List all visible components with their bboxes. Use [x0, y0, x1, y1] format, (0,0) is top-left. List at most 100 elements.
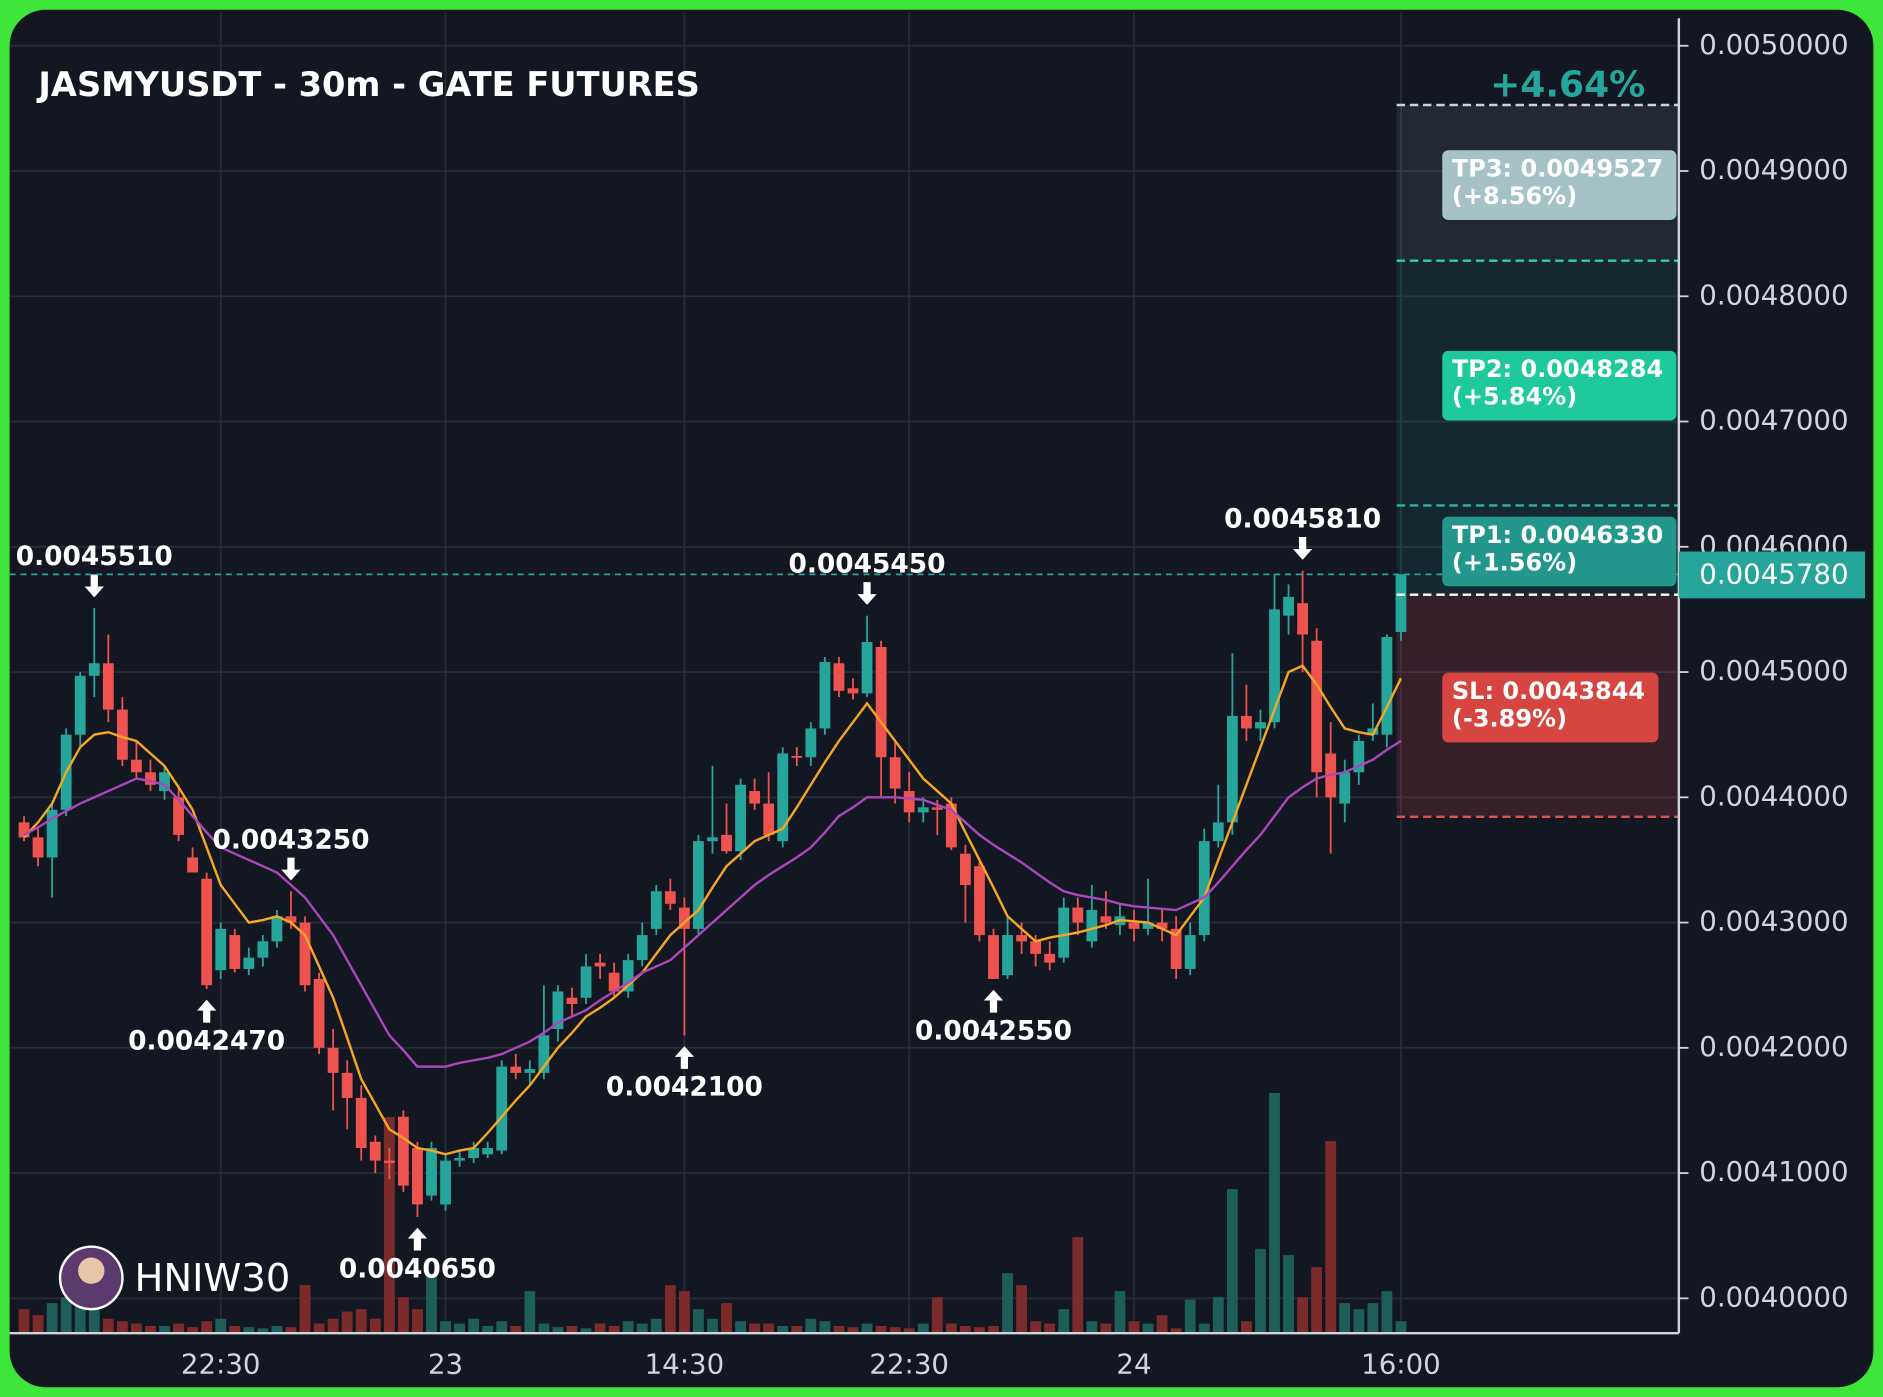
- candle-body: [693, 841, 704, 929]
- x-tick-label: 24: [1116, 1348, 1151, 1381]
- volume-bar: [1072, 1237, 1084, 1334]
- volume-bar: [482, 1325, 494, 1334]
- high-label: 0.0045510: [16, 541, 173, 572]
- x-tick-label: 16:00: [1361, 1348, 1441, 1381]
- candle-body: [622, 960, 634, 992]
- volume-bar: [636, 1323, 648, 1334]
- candle-body: [440, 1160, 451, 1205]
- y-tick-label: 0.0044000: [1699, 779, 1848, 812]
- low-label: 0.0042100: [606, 1072, 763, 1103]
- candle-body: [426, 1148, 437, 1196]
- high-arrow: [1293, 536, 1313, 560]
- candle-body: [749, 791, 761, 804]
- volume-bar: [173, 1323, 184, 1334]
- candle-body: [102, 663, 114, 710]
- candle-body: [173, 797, 184, 835]
- volume-bar: [1353, 1309, 1365, 1334]
- target-label: TP1: 0.0046330: [1452, 521, 1663, 549]
- candle-body: [959, 853, 971, 885]
- candle-body: [664, 891, 676, 904]
- volume-bar: [1339, 1303, 1351, 1334]
- volume-bar: [847, 1327, 859, 1334]
- candle-body: [229, 935, 241, 969]
- candle-body: [327, 1047, 339, 1073]
- volume-bar: [1002, 1273, 1013, 1334]
- target-change: (+5.84%): [1452, 383, 1577, 411]
- candle-body: [819, 662, 831, 729]
- high-arrow: [281, 857, 301, 881]
- candle-body: [341, 1072, 353, 1098]
- volume-bar: [285, 1327, 297, 1334]
- volume-bar: [959, 1325, 971, 1334]
- low-arrow: [983, 989, 1004, 1013]
- chart-title: JASMYUSDT - 30m - GATE FUTURES: [36, 65, 699, 104]
- volume-bar: [566, 1325, 578, 1334]
- candle-body: [945, 803, 957, 848]
- axes: 0.0040000 0.0041000 0.0042000 0.0043000 0.00…: [9, 18, 1865, 1381]
- volume-bar: [749, 1323, 761, 1334]
- low-label: 0.0042470: [128, 1025, 285, 1056]
- candle-body: [1044, 953, 1056, 963]
- candle-body: [159, 772, 170, 792]
- y-tick-label: 0.0040000: [1699, 1280, 1848, 1313]
- candle-body: [313, 978, 325, 1048]
- candle-body: [1283, 596, 1294, 616]
- volume-bar: [341, 1311, 353, 1334]
- candle-body: [1016, 935, 1028, 942]
- candle-body: [763, 803, 775, 835]
- y-tick-label: 0.0043000: [1699, 905, 1848, 938]
- candle-body: [735, 784, 746, 852]
- candle-body: [1002, 935, 1013, 976]
- high-arrow: [84, 574, 104, 598]
- volume-bar: [1044, 1323, 1056, 1334]
- volume-bar: [650, 1318, 662, 1334]
- volume-bar: [1170, 1328, 1182, 1334]
- volume-bar: [580, 1328, 592, 1334]
- volume-bar: [1381, 1291, 1393, 1334]
- candle-body: [1184, 935, 1196, 969]
- candle-body: [1241, 715, 1252, 729]
- candle-body: [32, 837, 44, 858]
- x-tick-label: 14:30: [645, 1348, 725, 1381]
- volume-bar: [594, 1323, 606, 1334]
- candle-body: [1212, 822, 1224, 842]
- candle-body: [974, 866, 985, 936]
- low-arrow: [674, 1046, 694, 1069]
- volume-bar: [1311, 1267, 1323, 1334]
- candle-body: [271, 916, 283, 942]
- volume-bar: [664, 1285, 676, 1334]
- volume-bar: [229, 1325, 241, 1334]
- candle-body: [1395, 574, 1407, 632]
- target-box: [1442, 350, 1677, 421]
- candle-body: [243, 957, 255, 969]
- candle-body: [1128, 922, 1140, 929]
- volume-bar: [1100, 1323, 1112, 1334]
- candle-body: [482, 1148, 494, 1155]
- volume-bar: [74, 1306, 86, 1334]
- volume-bar: [1156, 1315, 1168, 1334]
- candle-body: [791, 755, 803, 758]
- volume-bar: [159, 1325, 170, 1334]
- candle-body: [1100, 916, 1112, 923]
- volume-bar: [412, 1309, 423, 1334]
- candle-body: [524, 1069, 536, 1073]
- candle-body: [187, 857, 199, 873]
- low-label: 0.0042550: [915, 1015, 1072, 1046]
- volume-bar: [131, 1323, 142, 1334]
- candle-body: [861, 641, 873, 694]
- volume-bar: [974, 1327, 985, 1334]
- candle-body: [650, 891, 662, 929]
- watermark: HNIW30: [135, 1256, 291, 1301]
- high-label: 0.0045810: [1224, 504, 1381, 535]
- volume-bar: [1395, 1321, 1407, 1334]
- volume-bar: [440, 1321, 451, 1334]
- volume-bar: [678, 1291, 690, 1334]
- candle-body: [397, 1116, 409, 1186]
- volume-bar: [608, 1325, 620, 1334]
- y-tick-label: 0.0050000: [1699, 28, 1848, 61]
- candle-body: [1367, 728, 1379, 735]
- candle-body: [468, 1148, 480, 1159]
- candle-body: [201, 878, 213, 986]
- last-price-label: 0.0045780: [1699, 558, 1848, 591]
